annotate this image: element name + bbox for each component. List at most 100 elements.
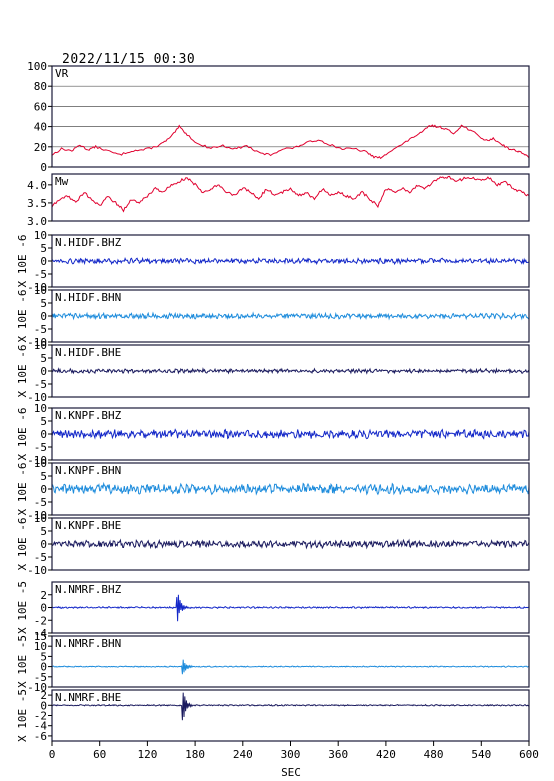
y-tick-label: 60 [34,100,47,113]
y-tick-label: -10 [27,281,47,294]
series-line-knpf-bhn [51,481,530,496]
y-tick-label: 100 [27,60,47,73]
series-line-mw [51,175,530,213]
y-tick-label: 10 [34,457,47,470]
panel-mw: 3.0 3.5 4.0 Mw [27,173,530,228]
channel-label: N.HIDF.BHZ [55,236,122,249]
y-tick-label: -6 [34,730,47,743]
y-tick-label: -2 [34,710,47,723]
x-tick-label: 0 [49,748,56,761]
y-tick-label: -5 [34,551,47,564]
y-tick-label: -5 [34,323,47,336]
y-tick-label: 5 [40,650,47,663]
y-tick-label: 3.0 [27,215,47,228]
y-axis-unit-label: X 10E -6 [16,463,29,516]
y-tick-label: 0 [40,255,47,268]
y-tick-label: 0 [40,365,47,378]
y-tick-label: 0 [40,661,47,674]
y-tick-label: 3.5 [27,197,47,210]
channel-label: N.KNPF.BHZ [55,409,122,422]
y-tick-label: 10 [34,284,47,297]
y-axis-unit-label: X 10E -6 [16,518,29,571]
x-axis: 0 60 120 180 240 300 360 420 480 540 600 [49,741,539,761]
panel-vr: 0 20 40 60 80 100 VR [27,60,530,174]
x-tick-label: 180 [185,748,205,761]
y-tick-label: 5 [40,470,47,483]
y-tick-label: 80 [34,80,47,93]
series-line-nmrf-bhz [51,594,530,622]
y-tick-label: 15 [34,630,47,643]
y-axis-unit-label: X 10E -6 [16,235,29,288]
y-tick-label: -5 [34,496,47,509]
channel-label: N.NMRF.BHN [55,637,121,650]
y-tick-label: -10 [27,564,47,577]
channel-label: Mw [55,175,69,188]
y-tick-label: -4 [34,720,48,733]
y-tick-label: 5 [40,352,47,365]
y-tick-label: 5 [40,242,47,255]
y-tick-label: 40 [34,121,47,134]
y-tick-label: 10 [34,512,47,525]
series-line-nmrf-bhe [51,692,530,721]
y-axis-unit-label: X 10E -5 [16,635,29,688]
panel-frame [51,635,530,688]
channel-label: N.HIDF.BHE [55,346,121,359]
panel-nmrf-bhz: -4-202 N.NMRF.BHZ X 10E -5 [16,581,530,640]
x-tick-label: 360 [328,748,348,761]
channel-label: N.NMRF.BHE [55,691,121,704]
y-axis-unit-label: X 10E -6 [16,345,29,398]
y-tick-label: -10 [27,681,47,694]
y-tick-label: 10 [34,640,47,653]
y-tick-label: 4.0 [27,179,47,192]
series-line-knpf-bhe [51,538,530,550]
panel-frame [51,173,530,222]
y-tick-label: -10 [27,509,47,522]
y-tick-label: -10 [27,391,47,404]
series-line-vr [51,124,530,160]
timestamp-title: 2022/11/15 00:30 [62,52,195,67]
x-tick-label: 480 [424,748,444,761]
panel-frame [51,689,530,742]
y-tick-label: 0 [40,428,47,441]
y-tick-label: -5 [34,268,47,281]
y-tick-label: -10 [27,336,47,349]
panel-nmrf-bhe: -6-4-202 N.NMRF.BHE X 10E -5 [16,689,530,743]
y-tick-label: 2 [40,689,47,702]
y-tick-label: -5 [34,671,47,684]
x-axis-label: SEC [281,766,301,779]
series-line-hidf-bhz [51,256,530,266]
y-tick-label: 5 [40,525,47,538]
x-tick-label: 60 [93,748,106,761]
series-line-nmrf-bhn [51,659,530,675]
y-tick-label: 0 [40,310,47,323]
panel-frame [51,65,530,168]
y-tick-label: -2 [34,614,47,627]
channel-label: N.KNPF.BHN [55,464,121,477]
y-tick-label: 0 [40,538,47,551]
x-tick-label: 600 [519,748,539,761]
y-tick-label: -10 [27,454,47,467]
y-axis-unit-label: X 10E -5 [16,581,29,634]
x-tick-label: 240 [233,748,253,761]
y-axis-unit-label: X 10E -5 [16,689,29,742]
y-tick-label: 10 [34,339,47,352]
series-line-knpf-bhz [51,428,530,440]
y-tick-label: 10 [34,402,47,415]
series-line-hidf-bhe [51,367,530,375]
y-tick-label: 10 [34,229,47,242]
y-tick-label: 5 [40,415,47,428]
x-tick-label: 300 [281,748,301,761]
x-tick-label: 420 [376,748,396,761]
y-tick-label: 0 [40,699,47,712]
x-tick-label: 540 [471,748,491,761]
channel-label: N.NMRF.BHZ [55,583,122,596]
